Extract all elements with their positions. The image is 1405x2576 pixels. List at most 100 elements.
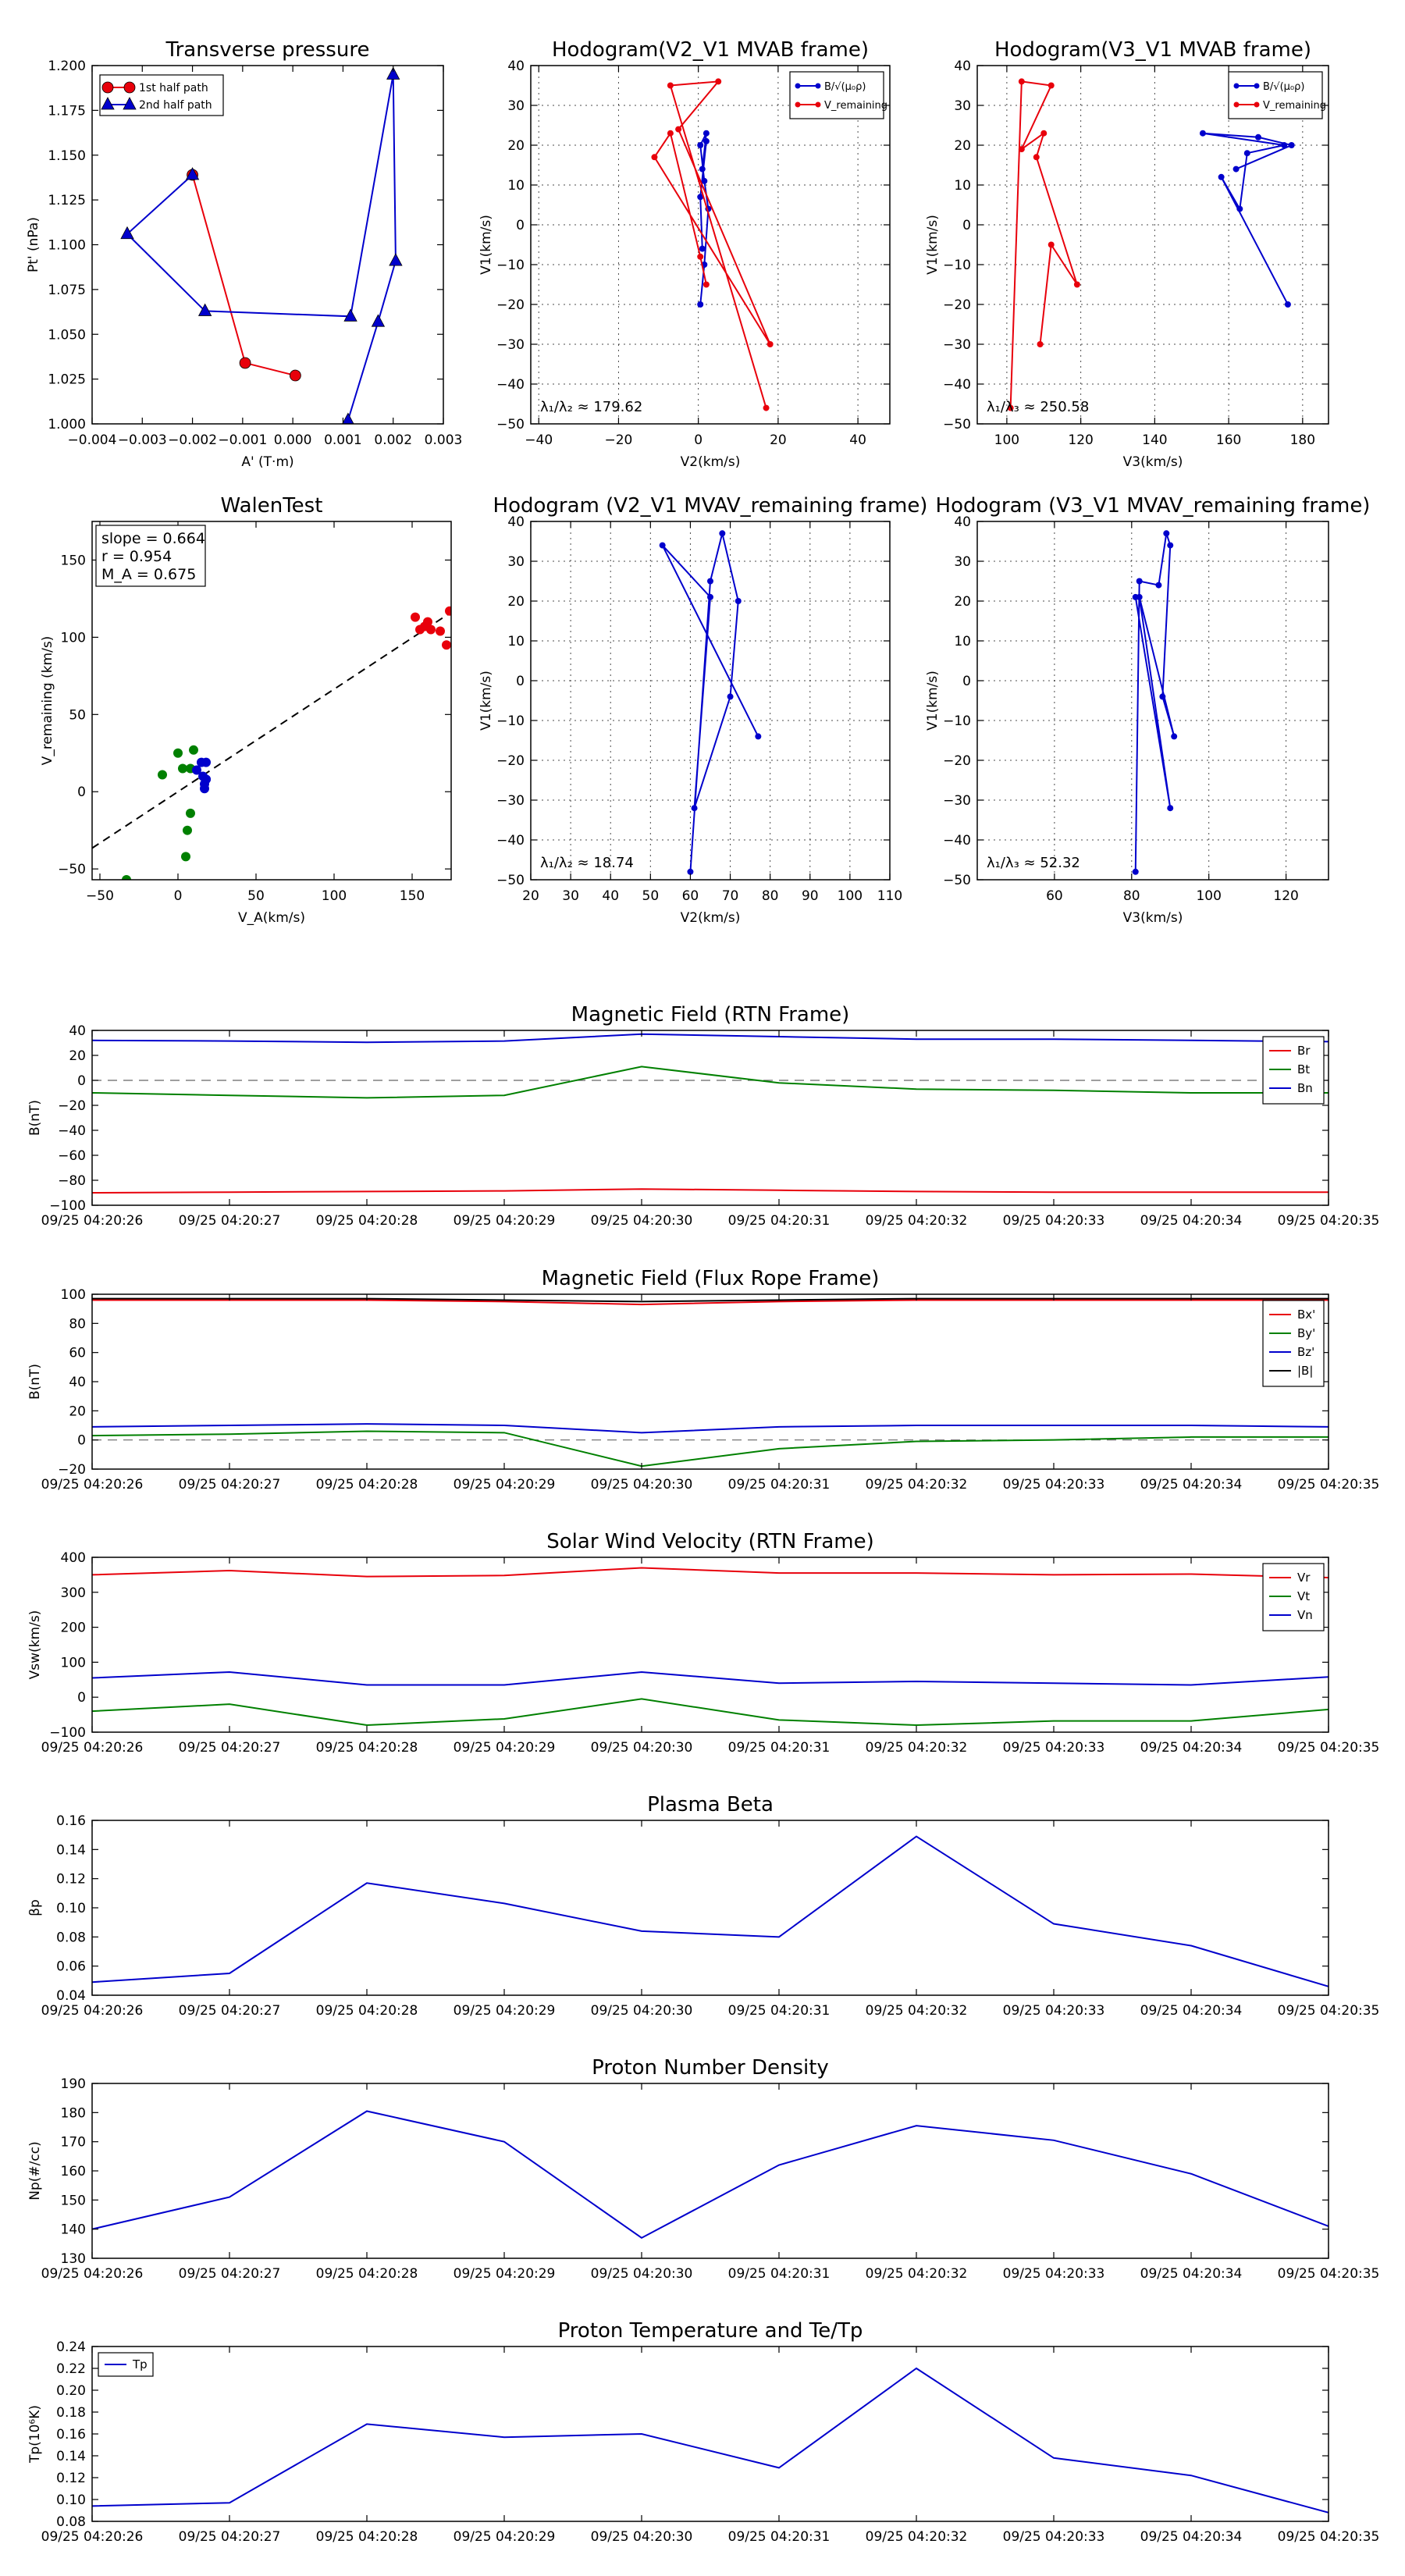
data-point [755,733,762,740]
x-tick-label: −50 [86,888,114,904]
x-tick-label: 120 [1273,888,1298,904]
scatter-point [445,606,451,616]
data-point [1199,130,1206,137]
legend-label: Bt [1297,1062,1310,1076]
data-point [702,137,710,144]
data-point [767,341,774,347]
y-tick-label: 0.04 [56,1988,86,2004]
x-tick-label: 09/25 04:20:32 [866,1213,968,1229]
x-tick-label: 09/25 04:20:28 [316,1213,418,1229]
x-tick-label: 30 [562,888,579,904]
x-axis-label: A' (T·m) [241,454,293,470]
y-tick-label: 1.125 [48,193,86,208]
x-tick-label: 09/25 04:20:30 [591,1213,693,1229]
data-point [1048,82,1055,89]
plot-area [92,1835,1329,1987]
x-axis-label: V_A(km/s) [238,910,305,926]
legend-label: B/√(μ₀ρ) [1263,81,1304,93]
y-axis-label: Np(#/cc) [27,2141,43,2200]
y-tick-label: 30 [507,554,525,570]
legend-marker [1254,83,1260,89]
y-tick-label: −30 [496,793,525,809]
x-tick-label: 09/25 04:20:29 [454,2529,556,2545]
y-tick-label: 20 [507,138,525,154]
legend-box [789,71,884,119]
series-line [92,1835,1329,1987]
x-tick-label: 140 [1142,432,1167,448]
x-tick-label: 110 [877,888,902,904]
x-tick-label: 09/25 04:20:35 [1278,1213,1380,1229]
eigenvalue-ratio: λ₁/λ₂ ≈ 179.62 [540,399,642,415]
data-point [763,404,770,411]
x-tick-label: 09/25 04:20:33 [1003,2003,1105,2019]
y-tick-label: 0.16 [56,2427,86,2443]
x-tick-label: −40 [525,432,553,448]
y-axis-label: B(nT) [27,1364,43,1400]
eigenvalue-ratio: λ₁/λ₂ ≈ 18.74 [540,855,634,871]
y-tick-label: −40 [496,833,525,849]
x-tick-label: 120 [1068,432,1093,448]
y-tick-label: 140 [61,2222,86,2238]
plot-area [977,66,1329,424]
x-tick-label: 100 [838,888,863,904]
x-tick-label: 09/25 04:20:33 [1003,1213,1105,1229]
x-tick-label: 09/25 04:20:28 [316,1740,418,1756]
y-tick-label: −100 [49,1725,86,1741]
chart-title: Hodogram(V3_V1 MVAB frame) [994,38,1311,62]
scatter-point [186,808,195,818]
fit-line [92,611,451,849]
series-line [92,2110,1329,2240]
plot-area [92,606,451,880]
y-tick-label: 30 [954,98,971,114]
data-point [1167,805,1174,812]
scatter-point [436,626,445,636]
data-point [1018,146,1025,153]
data-point [1040,130,1048,137]
y-tick-label: 150 [61,553,86,568]
plot-area [531,66,890,424]
x-tick-label: 09/25 04:20:35 [1278,2529,1380,2545]
x-tick-label: 09/25 04:20:29 [454,1213,556,1229]
y-tick-label: 0 [962,218,971,233]
y-tick-label: 100 [61,1655,86,1670]
x-tick-label: 0.003 [425,432,463,448]
y-tick-label: −10 [496,258,525,273]
axes-frame [530,521,891,881]
x-axis-label: V3(km/s) [1123,910,1183,926]
panel-proton-density: Proton Number Density 09/25 04:20:26 09/25… [27,2056,1379,2282]
y-tick-label: 40 [507,514,525,530]
y-tick-label: −10 [943,258,971,273]
data-point [697,301,704,308]
stats-text: M_A = 0.675 [101,566,196,583]
axes-frame [91,65,444,425]
chart-title: Magnetic Field (RTN Frame) [571,1003,850,1026]
legend-label: Vr [1297,1571,1311,1585]
x-tick-label: 09/25 04:20:26 [41,1477,144,1493]
data-point [1155,582,1162,589]
data-point [1255,133,1261,141]
data-point [697,253,704,260]
legend-label: By' [1297,1326,1315,1340]
axes-frame [91,1030,1329,1206]
x-tick-label: 09/25 04:20:27 [179,1477,281,1493]
y-tick-label: 0.16 [56,1813,86,1829]
y-tick-label: −20 [496,753,525,769]
x-tick-label: 60 [1046,888,1063,904]
series-line [1202,132,1294,305]
y-tick-label: −20 [943,753,971,769]
y-tick-label: 0.06 [56,1959,86,1975]
y-tick-label: 30 [954,554,971,570]
y-axis-label: Vsw(km/s) [27,1610,43,1680]
scatter-point [122,875,131,880]
plot-area [531,521,890,880]
stats-box [95,525,206,587]
x-tick-label: 0.000 [274,432,312,448]
x-tick-label: 80 [1123,888,1140,904]
x-axis-label: V2(km/s) [681,910,741,926]
x-tick-label: 09/25 04:20:26 [41,2529,144,2545]
data-point [1281,142,1288,148]
y-tick-label: −50 [496,417,525,432]
x-tick-label: 09/25 04:20:27 [179,2266,281,2282]
x-tick-label: 100 [994,432,1019,448]
x-tick-label: −0.002 [168,432,217,448]
